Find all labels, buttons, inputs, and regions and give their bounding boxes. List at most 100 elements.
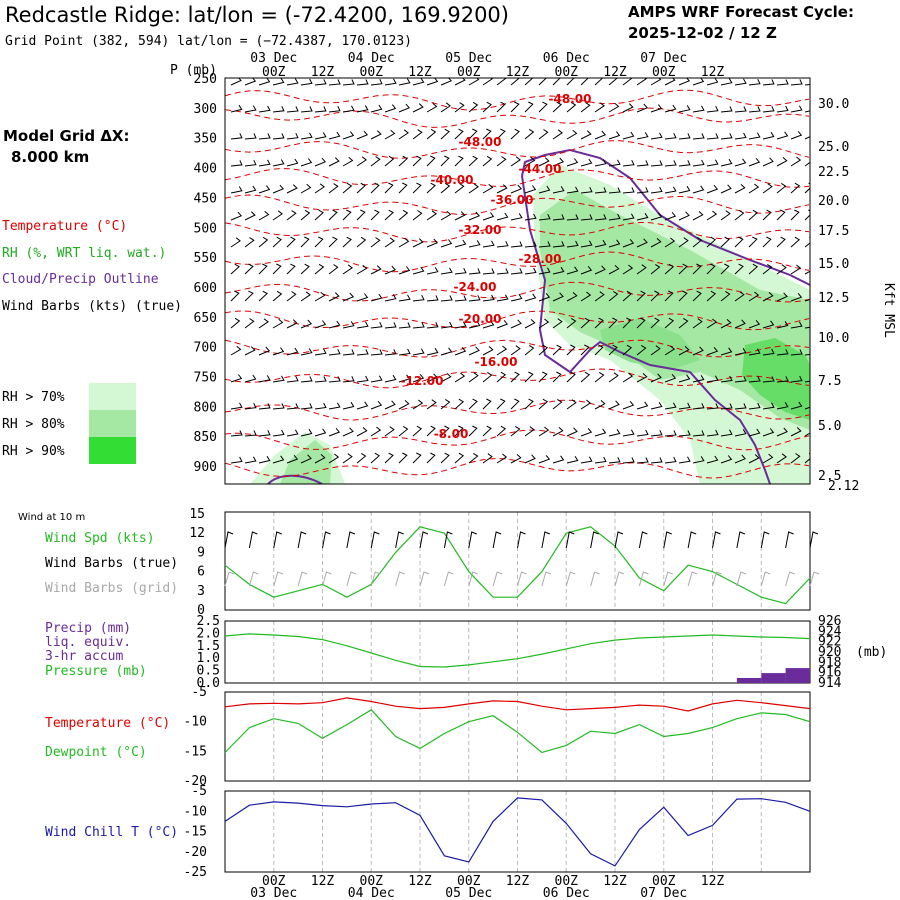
wind-barb [370, 452, 381, 464]
time-tick-top: 00Z [652, 65, 676, 80]
rh90-region-2 [600, 318, 700, 370]
temperature-contour [225, 339, 810, 358]
wind-barb [790, 321, 803, 329]
wind-barb [314, 236, 324, 248]
wind-barb [706, 346, 719, 356]
date-bottom: 06 Dec [543, 886, 590, 900]
wind-barb [650, 345, 661, 356]
wind-barb [790, 79, 803, 86]
wind-barb [594, 456, 607, 464]
wind-barb [706, 184, 719, 194]
wind-barb [300, 106, 313, 113]
wind-barb [272, 263, 282, 275]
date-top: 05 Dec [445, 51, 492, 66]
legend-rh80: RH > 80% [2, 417, 65, 432]
wind-barb [440, 347, 453, 356]
wind-barb [552, 214, 565, 221]
wind-barb [692, 346, 704, 356]
date-top: 03 Dec [250, 51, 297, 66]
wind-barb-true [322, 531, 331, 549]
wind-barb [636, 78, 647, 86]
wind-barb [370, 375, 383, 383]
wind-barb [384, 182, 394, 194]
wind-barb [664, 160, 677, 167]
wind-barb [230, 430, 243, 437]
wind-barb [426, 322, 439, 329]
wind-barb [426, 295, 439, 302]
wind-barb [664, 211, 677, 221]
wind-barb [706, 236, 717, 248]
wind-barb [804, 182, 810, 194]
wind-barb [762, 209, 772, 221]
wind-barb [440, 155, 450, 167]
wind-barb [748, 157, 761, 167]
wind-barb [622, 400, 635, 410]
wind-barb [384, 78, 397, 86]
wind-barb [510, 241, 523, 248]
precip-ytick: 1.0 [197, 651, 220, 666]
wind-barb [510, 268, 523, 275]
wind-barb-grid [248, 571, 259, 587]
wind-barb [622, 264, 634, 275]
wind-barb-true [541, 531, 551, 549]
wind-barb [748, 402, 761, 410]
pressure-tick: 750 [194, 371, 217, 386]
wind-barb [790, 349, 803, 356]
wind-barb [496, 371, 507, 383]
wind-barb [538, 371, 548, 383]
wind-barb [398, 425, 409, 437]
wind-barb [720, 455, 733, 464]
time-tick-bottom: 00Z [360, 874, 384, 889]
wind-barb [678, 402, 691, 410]
wind-barb [594, 78, 604, 86]
wind-barb [510, 128, 520, 140]
temperature-contour [225, 107, 810, 128]
wind-barb [342, 236, 352, 248]
pressure-tick: 550 [194, 251, 217, 266]
wind-barb [748, 348, 761, 356]
wind-barb [720, 403, 733, 410]
wind-barb [482, 294, 495, 302]
wind-barb [804, 354, 810, 356]
wind-barb [762, 236, 772, 248]
wind-barb [440, 373, 452, 383]
temperature-contour [225, 457, 810, 479]
wind-barb [272, 210, 283, 221]
wind-barb [748, 183, 760, 194]
wind-barb [510, 156, 521, 167]
wind-barb [720, 290, 731, 302]
time-tick-top: 12Z [701, 65, 725, 80]
wind-barb [790, 182, 801, 194]
wind-barb [272, 429, 285, 437]
date-top: 07 Dec [640, 51, 687, 66]
wind-barb [482, 425, 492, 437]
wind-barb [314, 291, 326, 302]
legend-liq: liq. equiv. [45, 635, 131, 650]
wind-barb [412, 129, 423, 140]
wind-barb [720, 375, 733, 383]
wind-barb [356, 375, 369, 383]
wind-barb [720, 106, 733, 113]
wind-barb [244, 237, 255, 248]
wind-barb [496, 156, 507, 167]
wind-barb [258, 236, 269, 248]
wind-barb [762, 263, 773, 275]
wind-barb [776, 402, 789, 410]
pressure-tick: 900 [194, 460, 217, 475]
date-bottom: 04 Dec [348, 886, 395, 900]
wind-barb [356, 452, 367, 464]
wind-barb [748, 263, 759, 275]
wind-barb [286, 184, 298, 194]
wind-barb [496, 319, 509, 329]
wind-barb [636, 429, 649, 437]
wind-barb [538, 454, 551, 464]
wind-barb [706, 105, 719, 113]
wind-barb [356, 182, 366, 194]
wind-barb [664, 430, 677, 437]
wind-barb [258, 318, 269, 329]
wind-barb [552, 371, 562, 383]
wind-barb [692, 105, 705, 113]
wind-barb [580, 371, 591, 383]
wind-barb [258, 105, 271, 113]
wind-barb [482, 78, 493, 86]
